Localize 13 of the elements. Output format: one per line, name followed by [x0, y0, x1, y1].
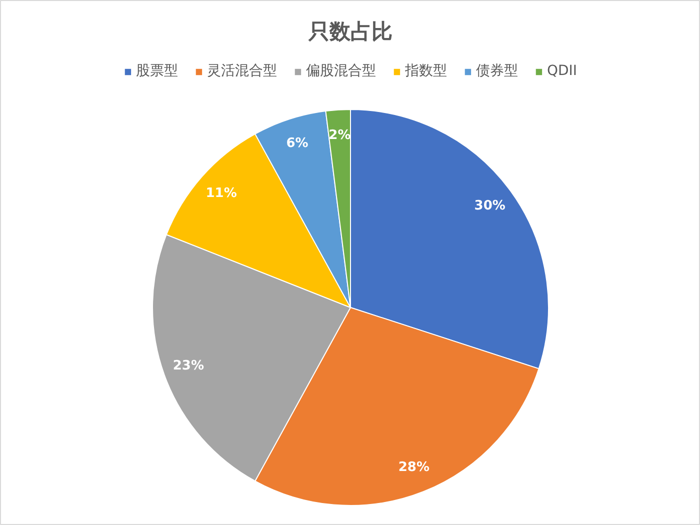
data-label: 30% — [474, 198, 506, 214]
legend-label: 偏股混合型 — [306, 62, 376, 80]
data-label: 28% — [398, 460, 430, 476]
legend-label: 股票型 — [136, 62, 178, 80]
chart-title: 只数占比 — [308, 20, 392, 44]
data-label: 2% — [328, 128, 351, 144]
data-label: 23% — [172, 358, 204, 374]
data-label: 11% — [206, 186, 237, 202]
legend-label: 指数型 — [404, 62, 447, 80]
data-label: 6% — [286, 136, 308, 152]
legend-label: 灵活混合型 — [206, 62, 277, 80]
legend-label: QDII — [546, 63, 578, 79]
legend-label: 债券型 — [476, 62, 518, 80]
